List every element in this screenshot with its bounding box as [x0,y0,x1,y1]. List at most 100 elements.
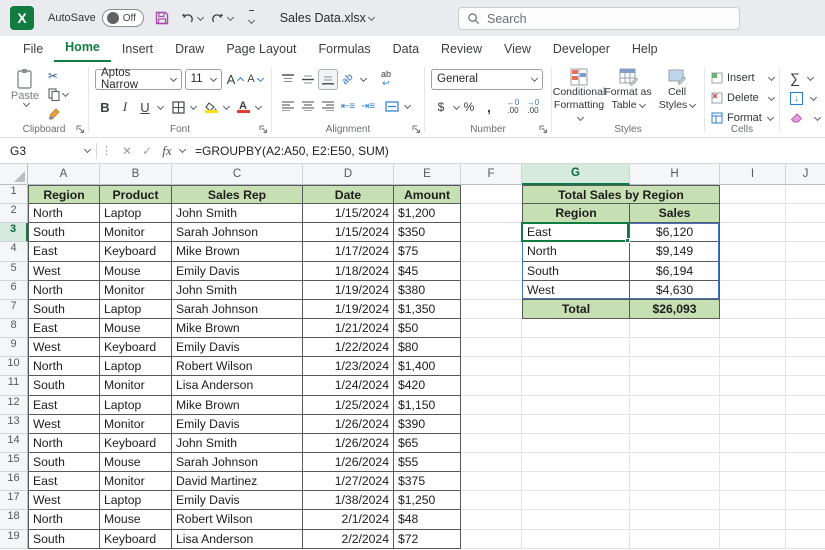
cell-C12[interactable]: Mike Brown [172,395,303,415]
align-left-button[interactable] [278,96,298,117]
cell-H9[interactable] [630,338,720,358]
cell-B14[interactable]: Keyboard [100,433,172,453]
cell-D4[interactable]: 1/17/2024 [303,242,394,262]
cell-H3[interactable]: $6,120 [630,223,720,243]
tab-view[interactable]: View [504,42,531,56]
col-header-F[interactable]: F [461,164,522,185]
cell-J6[interactable] [786,280,825,300]
cell-F9[interactable] [461,338,522,358]
paste-button[interactable]: Paste [6,66,44,123]
cell-F12[interactable] [461,395,522,415]
cell-B10[interactable]: Laptop [100,357,172,377]
tab-help[interactable]: Help [631,42,658,56]
cell-D3[interactable]: 1/15/2024 [303,223,394,243]
row-header-14[interactable]: 14 [0,433,28,453]
col-header-A[interactable]: A [28,164,100,185]
row-header-5[interactable]: 5 [0,261,28,281]
autosave-control[interactable]: AutoSave Off [48,9,144,27]
cell-C10[interactable]: Robert Wilson [172,357,303,377]
cell-E19[interactable]: $72 [394,529,461,549]
redo-dropdown-icon[interactable] [227,13,235,21]
cell-C2[interactable]: John Smith [172,204,303,224]
italic-button[interactable]: I [122,99,128,114]
cell-B2[interactable]: Laptop [100,204,172,224]
cell-J7[interactable] [786,299,825,319]
font-dialog-launcher-icon[interactable] [259,125,268,134]
cell-I7[interactable] [720,299,786,319]
merge-center-button[interactable] [382,96,402,117]
cell-B9[interactable]: Keyboard [100,338,172,358]
cell-J15[interactable] [786,452,825,473]
cell-D11[interactable]: 1/24/2024 [303,376,394,396]
cell-E10[interactable]: $1,400 [394,357,461,377]
cell-F13[interactable] [461,414,522,434]
cell-B4[interactable]: Keyboard [100,242,172,262]
cell-G17[interactable] [522,491,630,511]
bottom-align-button[interactable] [318,68,338,90]
cell-F3[interactable] [461,223,522,243]
undo-button[interactable] [180,6,205,30]
font-color-button[interactable]: A [233,97,253,118]
cell-H17[interactable] [630,491,720,511]
cell-D18[interactable]: 2/1/2024 [303,510,394,530]
cell-E7[interactable]: $1,350 [394,299,461,319]
cell-D12[interactable]: 1/25/2024 [303,395,394,415]
cell-C15[interactable]: Sarah Johnson [172,452,303,473]
merge-dropdown-icon[interactable] [403,101,412,109]
underline-dropdown-icon[interactable] [156,102,165,110]
undo-dropdown-icon[interactable] [197,13,205,21]
clipboard-dialog-launcher-icon[interactable] [76,125,85,134]
cell-B15[interactable]: Mouse [100,452,172,473]
name-box[interactable]: G3 [0,138,96,163]
excel-logo-icon[interactable]: X [10,6,34,30]
cell-B6[interactable]: Monitor [100,280,172,300]
cell-C11[interactable]: Lisa Anderson [172,376,303,396]
cell-F7[interactable] [461,299,522,319]
cell-F17[interactable] [461,491,522,511]
row-header-3[interactable]: 3 [0,223,28,243]
fill-button[interactable]: ↓ [790,88,825,108]
cell-E8[interactable]: $50 [394,318,461,339]
cell-F4[interactable] [461,242,522,262]
tab-review[interactable]: Review [441,42,483,56]
cell-I11[interactable] [720,376,786,396]
cell-H7[interactable]: $26,093 [630,299,720,319]
cell-I19[interactable] [720,529,786,549]
cell-G3[interactable]: East [522,223,630,243]
number-format-combo[interactable]: General [431,68,543,90]
cell-J5[interactable] [786,261,825,281]
cell-E6[interactable]: $380 [394,280,461,300]
cell-H12[interactable] [630,395,720,415]
alignment-dialog-launcher-icon[interactable] [412,125,421,134]
row-header-15[interactable]: 15 [0,452,28,473]
cell-C5[interactable]: Emily Davis [172,261,303,281]
cell-I8[interactable] [720,318,786,339]
cell-G9[interactable] [522,338,630,358]
copy-dropdown-icon[interactable] [61,89,70,98]
row-header-7[interactable]: 7 [0,299,28,319]
cell-G16[interactable] [522,472,630,492]
cell-B3[interactable]: Monitor [100,223,172,243]
cell-A1[interactable]: Region [28,185,100,205]
cell-F16[interactable] [461,472,522,492]
cell-E16[interactable]: $375 [394,472,461,492]
name-box-dropdown-icon[interactable] [83,145,92,154]
decrease-indent-button[interactable]: ⇤≡ [338,96,358,117]
cell-E5[interactable]: $45 [394,261,461,281]
cell-J16[interactable] [786,472,825,492]
cell-B8[interactable]: Mouse [100,318,172,339]
cell-G4[interactable]: North [522,242,630,262]
cell-C3[interactable]: Sarah Johnson [172,223,303,243]
cell-I18[interactable] [720,510,786,530]
cell-E17[interactable]: $1,250 [394,491,461,511]
cell-C6[interactable]: John Smith [172,280,303,300]
cell-J1[interactable] [786,185,825,205]
cell-D14[interactable]: 1/26/2024 [303,433,394,453]
insert-cells-button[interactable]: Insert [711,68,777,88]
cell-G15[interactable] [522,452,630,473]
cell-A18[interactable]: North [28,510,100,530]
increase-indent-button[interactable]: ⇥≡ [358,96,378,117]
formula-input[interactable]: =GROUPBY(A2:A50, E2:E50, SUM) [195,143,389,158]
cell-I17[interactable] [720,491,786,511]
cell-I15[interactable] [720,452,786,473]
